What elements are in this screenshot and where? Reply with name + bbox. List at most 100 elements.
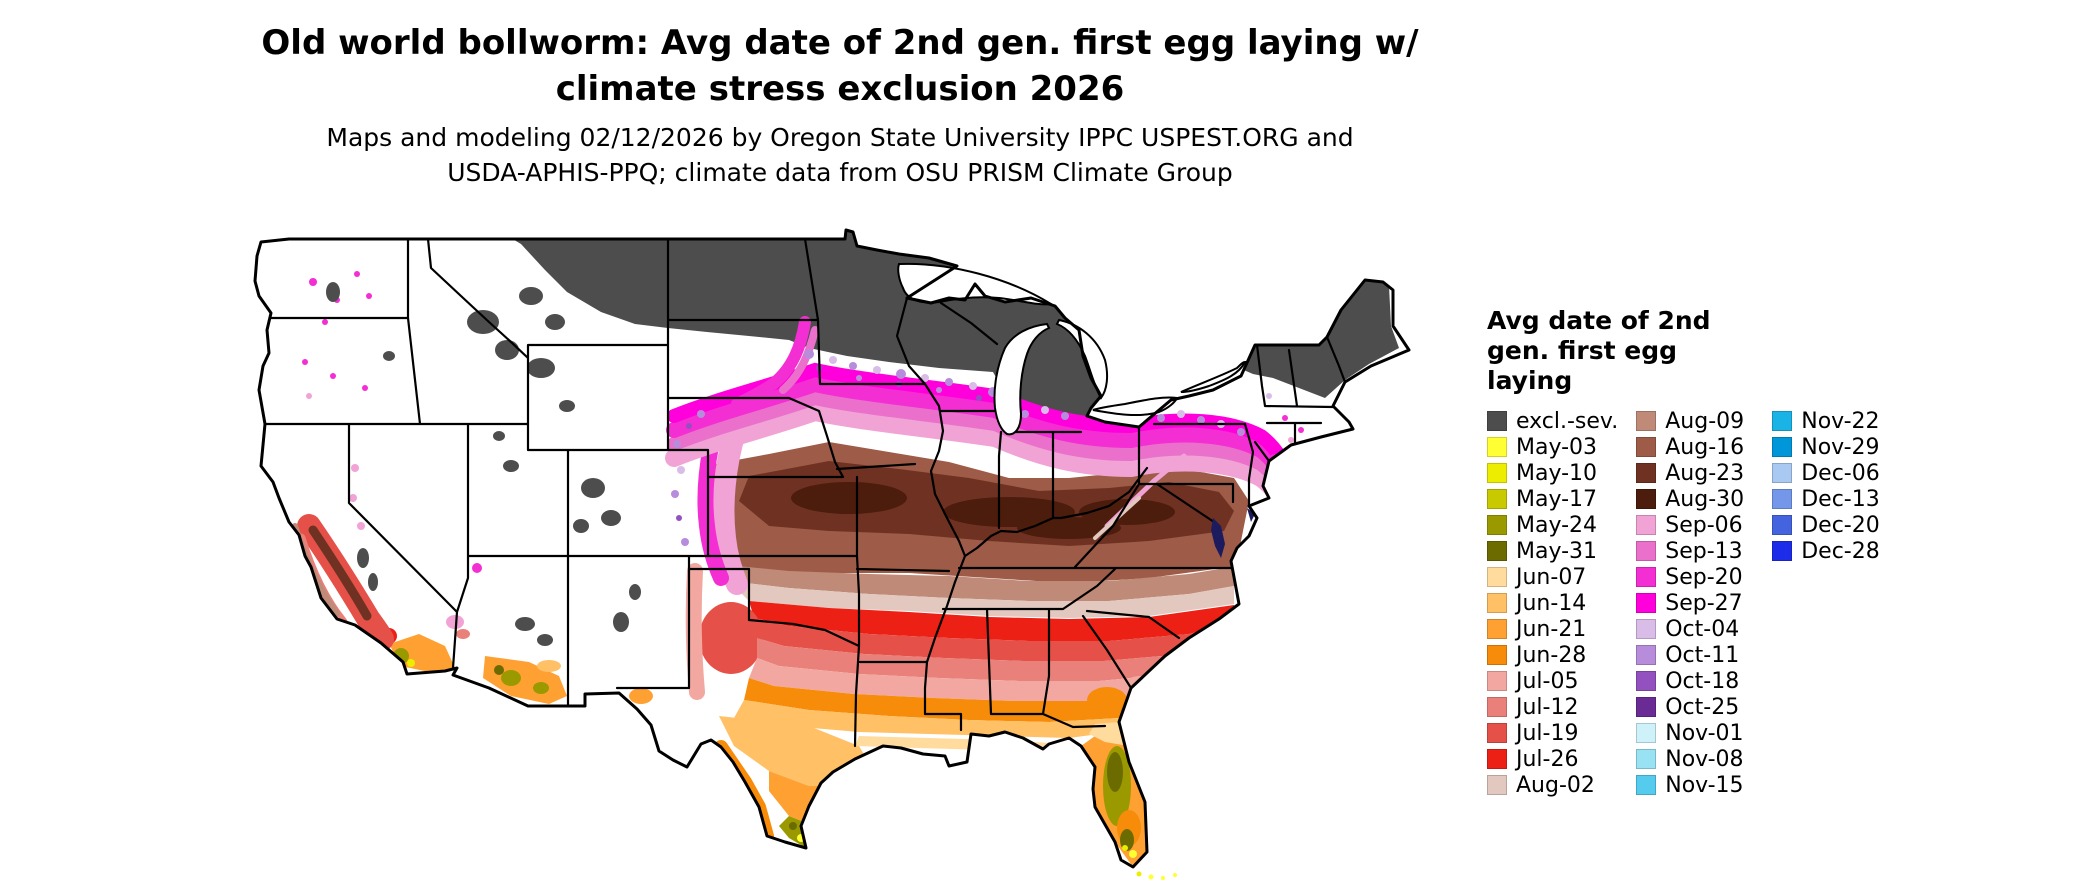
legend-entry: Aug-23 [1636, 460, 1754, 486]
legend-entry: Jun-07 [1487, 564, 1618, 590]
legend-entry: Jul-26 [1487, 746, 1618, 772]
legend-column-2: Aug-09 Aug-16 Aug-23 Aug-30 Sep-06 Sep-13 Sep-… [1636, 408, 1754, 798]
legend-entry: Nov-01 [1636, 720, 1754, 746]
legend-entry: Jun-28 [1487, 642, 1618, 668]
legend-columns: excl.-sev. May-03 May-10 May-17 May-24 May-31… [1487, 408, 2077, 798]
chesapeake-bay [1211, 518, 1225, 558]
legend-entry-label: Oct-18 [1665, 668, 1740, 694]
legend-swatch [1636, 671, 1657, 691]
legend-entry-label: Aug-16 [1665, 434, 1745, 460]
legend-swatch [1636, 697, 1657, 717]
legend-entry-label: Jul-26 [1516, 746, 1579, 772]
legend-entry-label: May-31 [1516, 538, 1598, 564]
legend-swatch [1772, 463, 1793, 483]
legend-title-line1: Avg date of 2nd [1487, 306, 1711, 335]
legend-swatch [1772, 515, 1793, 535]
legend-entry-label: Jun-28 [1516, 642, 1587, 668]
bays [1211, 508, 1255, 558]
legend-entry-label: Jul-12 [1516, 694, 1579, 720]
legend-entry: Sep-06 [1636, 512, 1754, 538]
legend-entry-label: Aug-30 [1665, 486, 1745, 512]
map-title-line2: climate stress exclusion 2026 [555, 69, 1125, 109]
legend-swatch [1636, 411, 1657, 431]
legend-entry-label: Sep-13 [1665, 538, 1743, 564]
legend-entry: Aug-16 [1636, 434, 1754, 460]
legend-entry: May-24 [1487, 512, 1618, 538]
legend-swatch [1636, 515, 1657, 535]
legend-column-1: excl.-sev. May-03 May-10 May-17 May-24 May-31… [1487, 408, 1618, 798]
legend-entry: Jul-19 [1487, 720, 1618, 746]
legend-entry: May-31 [1487, 538, 1618, 564]
legend-swatch [1636, 723, 1657, 743]
legend-entry: Jun-21 [1487, 616, 1618, 642]
legend-entry-label: Dec-20 [1801, 512, 1880, 538]
legend-swatch [1772, 489, 1793, 509]
legend-entry-label: May-03 [1516, 434, 1598, 460]
legend-entry: Nov-29 [1772, 434, 1890, 460]
legend-swatch [1487, 619, 1507, 639]
map-subtitle: Maps and modeling 02/12/2026 by Oregon S… [160, 120, 1520, 190]
legend-swatch [1636, 645, 1657, 665]
legend-swatch [1487, 697, 1507, 717]
legend-entry: Aug-30 [1636, 486, 1754, 512]
legend-swatch [1487, 775, 1507, 795]
legend-entry: Nov-22 [1772, 408, 1890, 434]
legend-entry-label: Jun-07 [1516, 564, 1587, 590]
legend-entry-label: Jun-21 [1516, 616, 1587, 642]
legend-entry-label: Dec-28 [1801, 538, 1880, 564]
legend-entry-label: Oct-11 [1665, 642, 1740, 668]
legend-entry: May-03 [1487, 434, 1618, 460]
legend-entry-label: Oct-04 [1665, 616, 1740, 642]
legend-swatch [1487, 567, 1507, 587]
legend-entry-label: Sep-06 [1665, 512, 1743, 538]
legend: Avg date of 2nd gen. first egg laying ex… [1487, 306, 2077, 798]
legend-entry-label: May-24 [1516, 512, 1598, 538]
map-title: Old world bollworm: Avg date of 2nd gen.… [160, 20, 1520, 112]
legend-swatch [1487, 723, 1507, 743]
legend-entry: Oct-18 [1636, 668, 1754, 694]
legend-entry-label: Sep-20 [1665, 564, 1743, 590]
legend-title: Avg date of 2nd gen. first egg laying [1487, 306, 2077, 396]
legend-entry: Jul-12 [1487, 694, 1618, 720]
map-subtitle-line1: Maps and modeling 02/12/2026 by Oregon S… [326, 123, 1354, 152]
florida-keys [1136, 871, 1177, 880]
legend-swatch [1636, 593, 1657, 613]
legend-swatch [1636, 437, 1657, 457]
legend-entry-label: Nov-22 [1801, 408, 1880, 434]
legend-swatch [1487, 671, 1507, 691]
legend-swatch [1772, 411, 1793, 431]
legend-swatch [1772, 541, 1793, 561]
legend-swatch [1487, 463, 1507, 483]
us-map [248, 226, 1420, 886]
legend-swatch [1636, 749, 1657, 769]
legend-swatch [1487, 645, 1507, 665]
legend-swatch [1636, 775, 1657, 795]
delaware-bay [1247, 508, 1255, 522]
legend-entry-label: Nov-15 [1665, 772, 1744, 798]
legend-title-line2: gen. first egg [1487, 336, 1677, 365]
legend-entry: Dec-20 [1772, 512, 1890, 538]
legend-entry: Oct-11 [1636, 642, 1754, 668]
legend-entry: Jun-14 [1487, 590, 1618, 616]
legend-entry-label: Nov-01 [1665, 720, 1744, 746]
legend-swatch [1487, 749, 1507, 769]
us-map-svg [253, 228, 1411, 880]
legend-entry-label: Nov-08 [1665, 746, 1744, 772]
legend-entry-label: Dec-13 [1801, 486, 1880, 512]
legend-entry-label: Dec-06 [1801, 460, 1880, 486]
legend-entry: Sep-13 [1636, 538, 1754, 564]
legend-entry: May-17 [1487, 486, 1618, 512]
legend-entry: May-10 [1487, 460, 1618, 486]
legend-entry-label: excl.-sev. [1516, 408, 1619, 434]
legend-swatch [1487, 541, 1507, 561]
legend-entry-label: Jul-05 [1516, 668, 1579, 694]
legend-entry-label: May-10 [1516, 460, 1598, 486]
legend-entry: Nov-08 [1636, 746, 1754, 772]
legend-entry: Jul-05 [1487, 668, 1618, 694]
lake-ontario [1180, 360, 1247, 393]
legend-entry: Sep-27 [1636, 590, 1754, 616]
legend-swatch [1487, 437, 1507, 457]
legend-entry-label: Aug-02 [1516, 772, 1595, 798]
legend-swatch [1636, 463, 1657, 483]
